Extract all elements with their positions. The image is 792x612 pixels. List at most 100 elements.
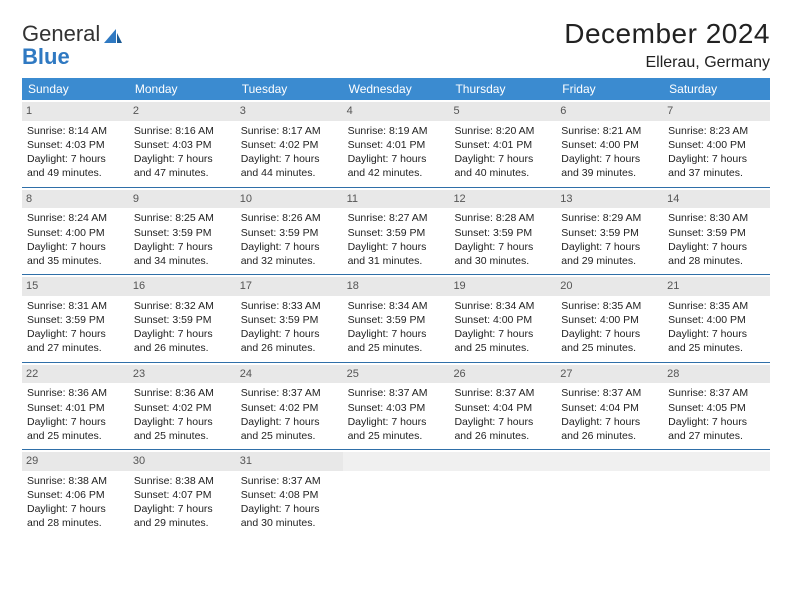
sunrise-text: Sunrise: 8:20 AM (454, 124, 551, 138)
day-body: Sunrise: 8:37 AMSunset: 4:08 PMDaylight:… (241, 474, 338, 531)
day-number: 10 (236, 190, 343, 209)
day-cell: 20Sunrise: 8:35 AMSunset: 4:00 PMDayligh… (556, 275, 663, 362)
daylight-text-2: and 31 minutes. (348, 254, 445, 268)
day-body: Sunrise: 8:37 AMSunset: 4:03 PMDaylight:… (348, 386, 445, 443)
sunrise-text: Sunrise: 8:37 AM (241, 386, 338, 400)
day-cell: 5Sunrise: 8:20 AMSunset: 4:01 PMDaylight… (449, 100, 556, 187)
day-number: 14 (663, 190, 770, 209)
day-number: 18 (343, 277, 450, 296)
daylight-text-2: and 25 minutes. (561, 341, 658, 355)
day-body: Sunrise: 8:25 AMSunset: 3:59 PMDaylight:… (134, 211, 231, 268)
daylight-text-2: and 29 minutes. (561, 254, 658, 268)
day-body: Sunrise: 8:31 AMSunset: 3:59 PMDaylight:… (27, 299, 124, 356)
day-cell: . (343, 450, 450, 537)
day-number: 30 (129, 452, 236, 471)
sunrise-text: Sunrise: 8:17 AM (241, 124, 338, 138)
daylight-text-1: Daylight: 7 hours (348, 415, 445, 429)
daylight-text-1: Daylight: 7 hours (454, 327, 551, 341)
sunrise-text: Sunrise: 8:19 AM (348, 124, 445, 138)
sunrise-text: Sunrise: 8:38 AM (27, 474, 124, 488)
daylight-text-2: and 25 minutes. (348, 429, 445, 443)
day-cell: 27Sunrise: 8:37 AMSunset: 4:04 PMDayligh… (556, 363, 663, 450)
day-cell: 22Sunrise: 8:36 AMSunset: 4:01 PMDayligh… (22, 363, 129, 450)
day-cell: 12Sunrise: 8:28 AMSunset: 3:59 PMDayligh… (449, 188, 556, 275)
day-number: 11 (343, 190, 450, 209)
daylight-text-2: and 47 minutes. (134, 166, 231, 180)
day-body: Sunrise: 8:37 AMSunset: 4:05 PMDaylight:… (668, 386, 765, 443)
daylight-text-1: Daylight: 7 hours (668, 327, 765, 341)
title-block: December 2024 Ellerau, Germany (564, 18, 770, 72)
daylight-text-1: Daylight: 7 hours (27, 415, 124, 429)
sunset-text: Sunset: 4:01 PM (454, 138, 551, 152)
sunrise-text: Sunrise: 8:14 AM (27, 124, 124, 138)
sunset-text: Sunset: 3:59 PM (668, 226, 765, 240)
daylight-text-2: and 25 minutes. (454, 341, 551, 355)
sunrise-text: Sunrise: 8:16 AM (134, 124, 231, 138)
daylight-text-1: Daylight: 7 hours (561, 152, 658, 166)
day-number: 12 (449, 190, 556, 209)
day-body: Sunrise: 8:36 AMSunset: 4:01 PMDaylight:… (27, 386, 124, 443)
daylight-text-1: Daylight: 7 hours (561, 415, 658, 429)
sunrise-text: Sunrise: 8:24 AM (27, 211, 124, 225)
sunset-text: Sunset: 3:59 PM (134, 226, 231, 240)
day-body: Sunrise: 8:24 AMSunset: 4:00 PMDaylight:… (27, 211, 124, 268)
day-body: Sunrise: 8:35 AMSunset: 4:00 PMDaylight:… (561, 299, 658, 356)
sunset-text: Sunset: 3:59 PM (241, 313, 338, 327)
week-row: 1Sunrise: 8:14 AMSunset: 4:03 PMDaylight… (22, 100, 770, 187)
sunrise-text: Sunrise: 8:28 AM (454, 211, 551, 225)
day-number: . (556, 452, 663, 471)
day-cell: 18Sunrise: 8:34 AMSunset: 3:59 PMDayligh… (343, 275, 450, 362)
day-number: 26 (449, 365, 556, 384)
sunset-text: Sunset: 4:02 PM (134, 401, 231, 415)
sunset-text: Sunset: 4:01 PM (27, 401, 124, 415)
daylight-text-2: and 25 minutes. (668, 341, 765, 355)
day-cell: . (663, 450, 770, 537)
day-of-week-header: Sunday Monday Tuesday Wednesday Thursday… (22, 78, 770, 100)
sunrise-text: Sunrise: 8:35 AM (668, 299, 765, 313)
calendar-location: Ellerau, Germany (564, 54, 770, 72)
sunset-text: Sunset: 3:59 PM (561, 226, 658, 240)
calendar-title: December 2024 (564, 18, 770, 50)
sunrise-text: Sunrise: 8:31 AM (27, 299, 124, 313)
daylight-text-1: Daylight: 7 hours (348, 327, 445, 341)
sunrise-text: Sunrise: 8:34 AM (454, 299, 551, 313)
day-cell: 19Sunrise: 8:34 AMSunset: 4:00 PMDayligh… (449, 275, 556, 362)
daylight-text-1: Daylight: 7 hours (27, 327, 124, 341)
day-body: Sunrise: 8:36 AMSunset: 4:02 PMDaylight:… (134, 386, 231, 443)
daylight-text-2: and 30 minutes. (454, 254, 551, 268)
day-cell: 1Sunrise: 8:14 AMSunset: 4:03 PMDaylight… (22, 100, 129, 187)
daylight-text-1: Daylight: 7 hours (134, 502, 231, 516)
day-cell: 9Sunrise: 8:25 AMSunset: 3:59 PMDaylight… (129, 188, 236, 275)
day-number: 6 (556, 102, 663, 121)
dow-saturday: Saturday (663, 78, 770, 100)
sunset-text: Sunset: 4:00 PM (668, 313, 765, 327)
daylight-text-2: and 42 minutes. (348, 166, 445, 180)
daylight-text-2: and 26 minutes. (134, 341, 231, 355)
sunrise-text: Sunrise: 8:25 AM (134, 211, 231, 225)
day-cell: 13Sunrise: 8:29 AMSunset: 3:59 PMDayligh… (556, 188, 663, 275)
daylight-text-2: and 28 minutes. (668, 254, 765, 268)
daylight-text-2: and 40 minutes. (454, 166, 551, 180)
week-row: 29Sunrise: 8:38 AMSunset: 4:06 PMDayligh… (22, 449, 770, 537)
day-body: Sunrise: 8:21 AMSunset: 4:00 PMDaylight:… (561, 124, 658, 181)
day-body: Sunrise: 8:19 AMSunset: 4:01 PMDaylight:… (348, 124, 445, 181)
daylight-text-1: Daylight: 7 hours (668, 415, 765, 429)
day-cell: 24Sunrise: 8:37 AMSunset: 4:02 PMDayligh… (236, 363, 343, 450)
daylight-text-1: Daylight: 7 hours (134, 415, 231, 429)
day-number: 31 (236, 452, 343, 471)
daylight-text-1: Daylight: 7 hours (134, 152, 231, 166)
day-body: Sunrise: 8:14 AMSunset: 4:03 PMDaylight:… (27, 124, 124, 181)
daylight-text-1: Daylight: 7 hours (668, 152, 765, 166)
day-number: 28 (663, 365, 770, 384)
day-cell: 25Sunrise: 8:37 AMSunset: 4:03 PMDayligh… (343, 363, 450, 450)
sunset-text: Sunset: 4:02 PM (241, 138, 338, 152)
logo-word-2: Blue (22, 44, 70, 69)
sunset-text: Sunset: 4:02 PM (241, 401, 338, 415)
daylight-text-1: Daylight: 7 hours (27, 152, 124, 166)
sunrise-text: Sunrise: 8:26 AM (241, 211, 338, 225)
day-number: 5 (449, 102, 556, 121)
day-cell: 10Sunrise: 8:26 AMSunset: 3:59 PMDayligh… (236, 188, 343, 275)
daylight-text-2: and 25 minutes. (348, 341, 445, 355)
sunset-text: Sunset: 3:59 PM (454, 226, 551, 240)
sunrise-text: Sunrise: 8:36 AM (27, 386, 124, 400)
